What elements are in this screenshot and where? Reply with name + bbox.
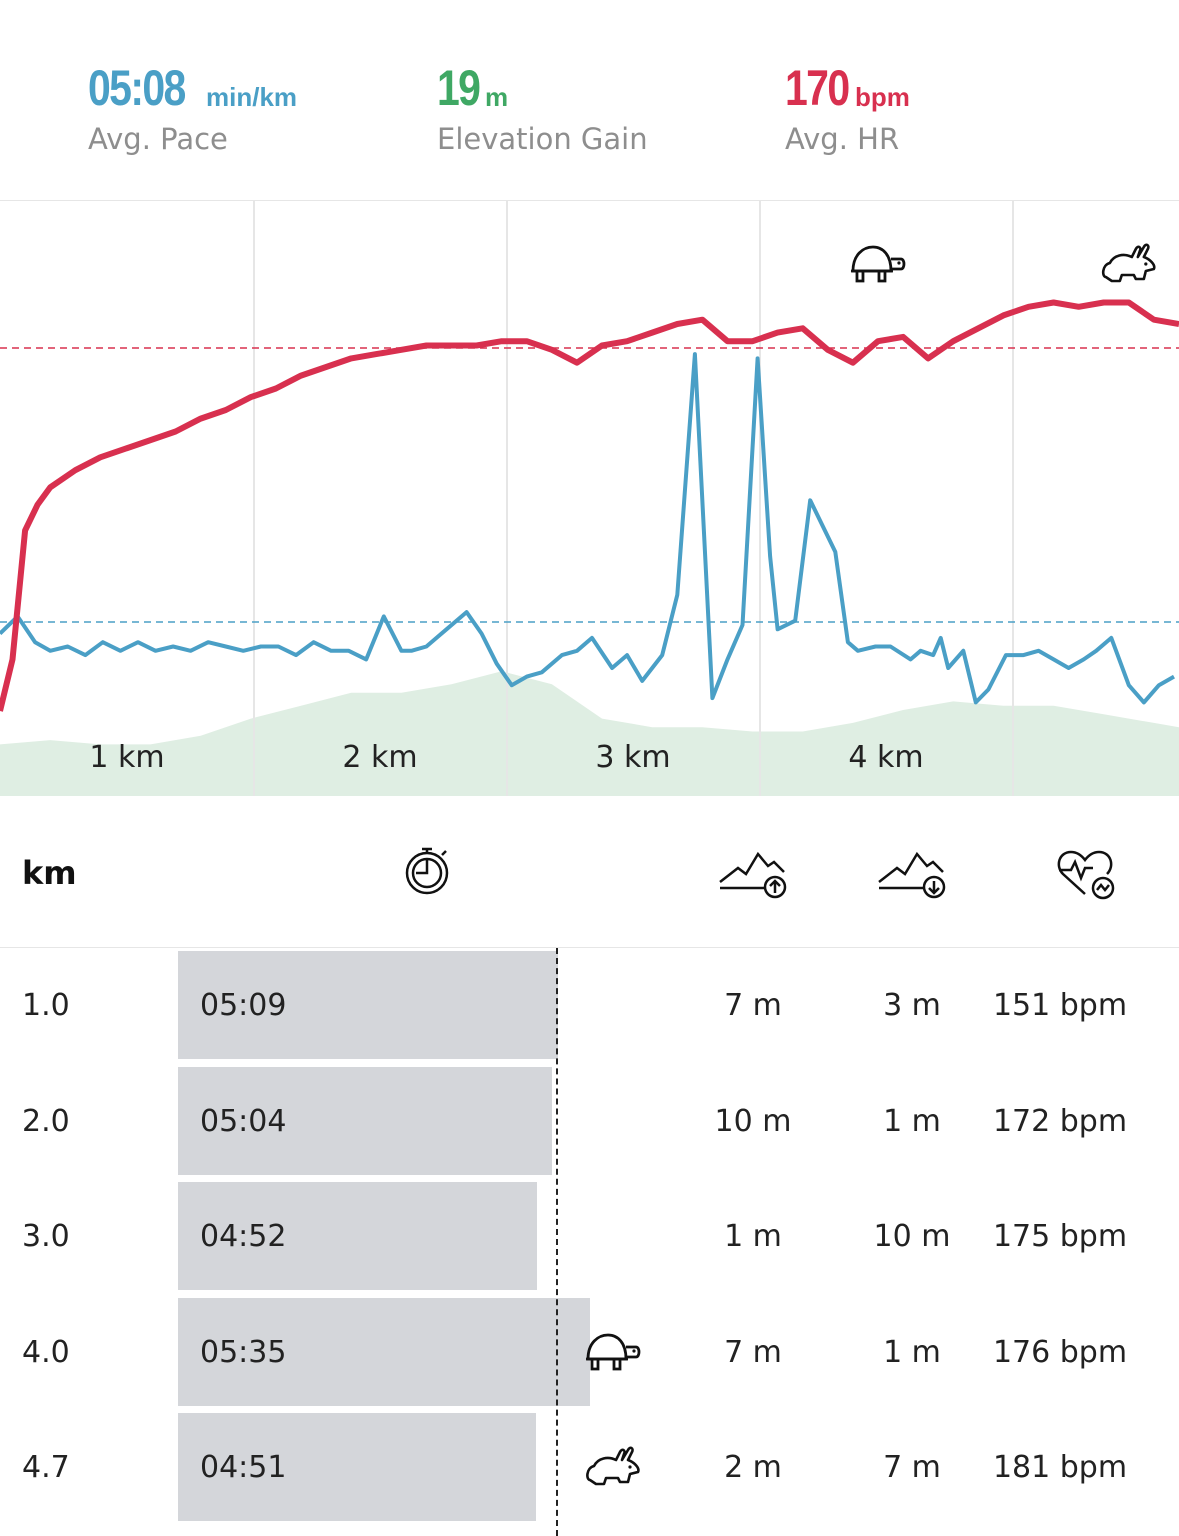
chart-badges (850, 243, 1156, 283)
split-hr: 181 bpm (992, 1450, 1128, 1485)
pace-bar (178, 1066, 552, 1175)
turtle-icon (850, 245, 906, 283)
split-km: 2.0 (22, 1103, 70, 1139)
chart-grid (253, 201, 1014, 796)
split-row[interactable]: 4.0 05:35 7 m 1 m 176 bpm (0, 1295, 1179, 1410)
split-hr: 175 bpm (992, 1219, 1128, 1254)
split-elevation-up: 10 m (714, 1103, 792, 1139)
x-tick-label: 1 km (89, 740, 164, 775)
x-tick-label: 2 km (342, 740, 417, 775)
avg-pace-value: 05:08 (88, 60, 186, 116)
summary-stats: 05:08 min/km Avg. Pace 19 m Elevation Ga… (0, 0, 1179, 201)
elevation-gain-value: 19 (437, 60, 481, 116)
split-km: 3.0 (22, 1219, 70, 1254)
pace-bar (178, 1182, 537, 1290)
activity-chart[interactable]: 1 km 2 km 3 km 4 km (0, 201, 1179, 796)
split-row[interactable]: 4.7 04:51 2 m 7 m 181 bpm (0, 1410, 1179, 1525)
km-column-header: km (22, 854, 77, 892)
avg-pace-marker-line (556, 948, 558, 1536)
split-elevation-up: 2 m (724, 1450, 782, 1485)
elevation-gain-label: Elevation Gain (437, 122, 648, 156)
split-hr: 151 bpm (992, 988, 1128, 1023)
x-tick-labels: 1 km 2 km 3 km 4 km (89, 740, 923, 775)
pace-series-line (0, 352, 1175, 705)
elevation-area (0, 671, 1179, 796)
split-pace: 05:09 (200, 988, 287, 1023)
avg-hr-unit: bpm (855, 82, 910, 112)
x-tick-label: 4 km (848, 740, 923, 775)
elevation-gain-stat: 19 m Elevation Gain (437, 58, 648, 156)
pace-bar (178, 1413, 536, 1521)
elevation-area-shape (0, 671, 1179, 796)
avg-hr-stat: 170 bpm Avg. HR (785, 58, 910, 156)
split-pace: 04:52 (200, 1219, 287, 1254)
split-row[interactable]: 1.0 05:09 7 m 3 m 151 bpm (0, 948, 1179, 1063)
splits-header: km (0, 796, 1179, 948)
split-hr: 176 bpm (992, 1334, 1128, 1370)
split-row[interactable]: 3.0 04:52 1 m 10 m 175 bpm (0, 1179, 1179, 1294)
rabbit-icon (586, 1446, 640, 1486)
rabbit-icon (1101, 243, 1156, 283)
split-row[interactable]: 2.0 05:04 10 m 1 m 172 bpm (0, 1064, 1179, 1179)
elevation-up-icon (719, 851, 787, 899)
avg-pace-unit: min/km (206, 82, 298, 112)
split-elevation-down: 10 m (873, 1219, 951, 1254)
heart-rate-icon (1057, 850, 1115, 900)
stopwatch-icon (405, 847, 449, 895)
avg-pace-stat: 05:08 min/km Avg. Pace (88, 58, 297, 156)
avg-hr-value: 170 (785, 60, 850, 116)
split-badge (584, 1331, 642, 1377)
x-tick-label: 3 km (595, 740, 670, 775)
split-elevation-down: 7 m (883, 1450, 941, 1485)
split-km: 4.7 (22, 1450, 70, 1485)
split-elevation-down: 1 m (883, 1334, 941, 1370)
turtle-icon (850, 245, 906, 283)
split-pace: 05:35 (200, 1334, 287, 1370)
split-elevation-up: 1 m (724, 1219, 782, 1254)
avg-hr-label: Avg. HR (785, 122, 900, 156)
split-badge (584, 1446, 642, 1496)
split-km: 4.0 (22, 1334, 70, 1370)
split-elevation-up: 7 m (724, 988, 782, 1023)
pace-bar (178, 951, 558, 1059)
hr-series-line (0, 299, 1179, 712)
pace-bar (178, 1297, 590, 1406)
split-elevation-down: 3 m (883, 988, 941, 1023)
split-pace: 05:04 (200, 1103, 287, 1139)
split-km: 1.0 (22, 988, 70, 1023)
split-elevation-up: 7 m (724, 1334, 782, 1370)
split-pace: 04:51 (200, 1450, 287, 1485)
rabbit-icon (1101, 243, 1156, 283)
split-hr: 172 bpm (992, 1103, 1128, 1139)
turtle-icon (586, 1333, 641, 1370)
split-elevation-down: 1 m (883, 1103, 941, 1139)
avg-pace-label: Avg. Pace (88, 122, 228, 156)
elevation-gain-unit: m (485, 82, 509, 112)
elevation-down-icon (878, 851, 946, 899)
